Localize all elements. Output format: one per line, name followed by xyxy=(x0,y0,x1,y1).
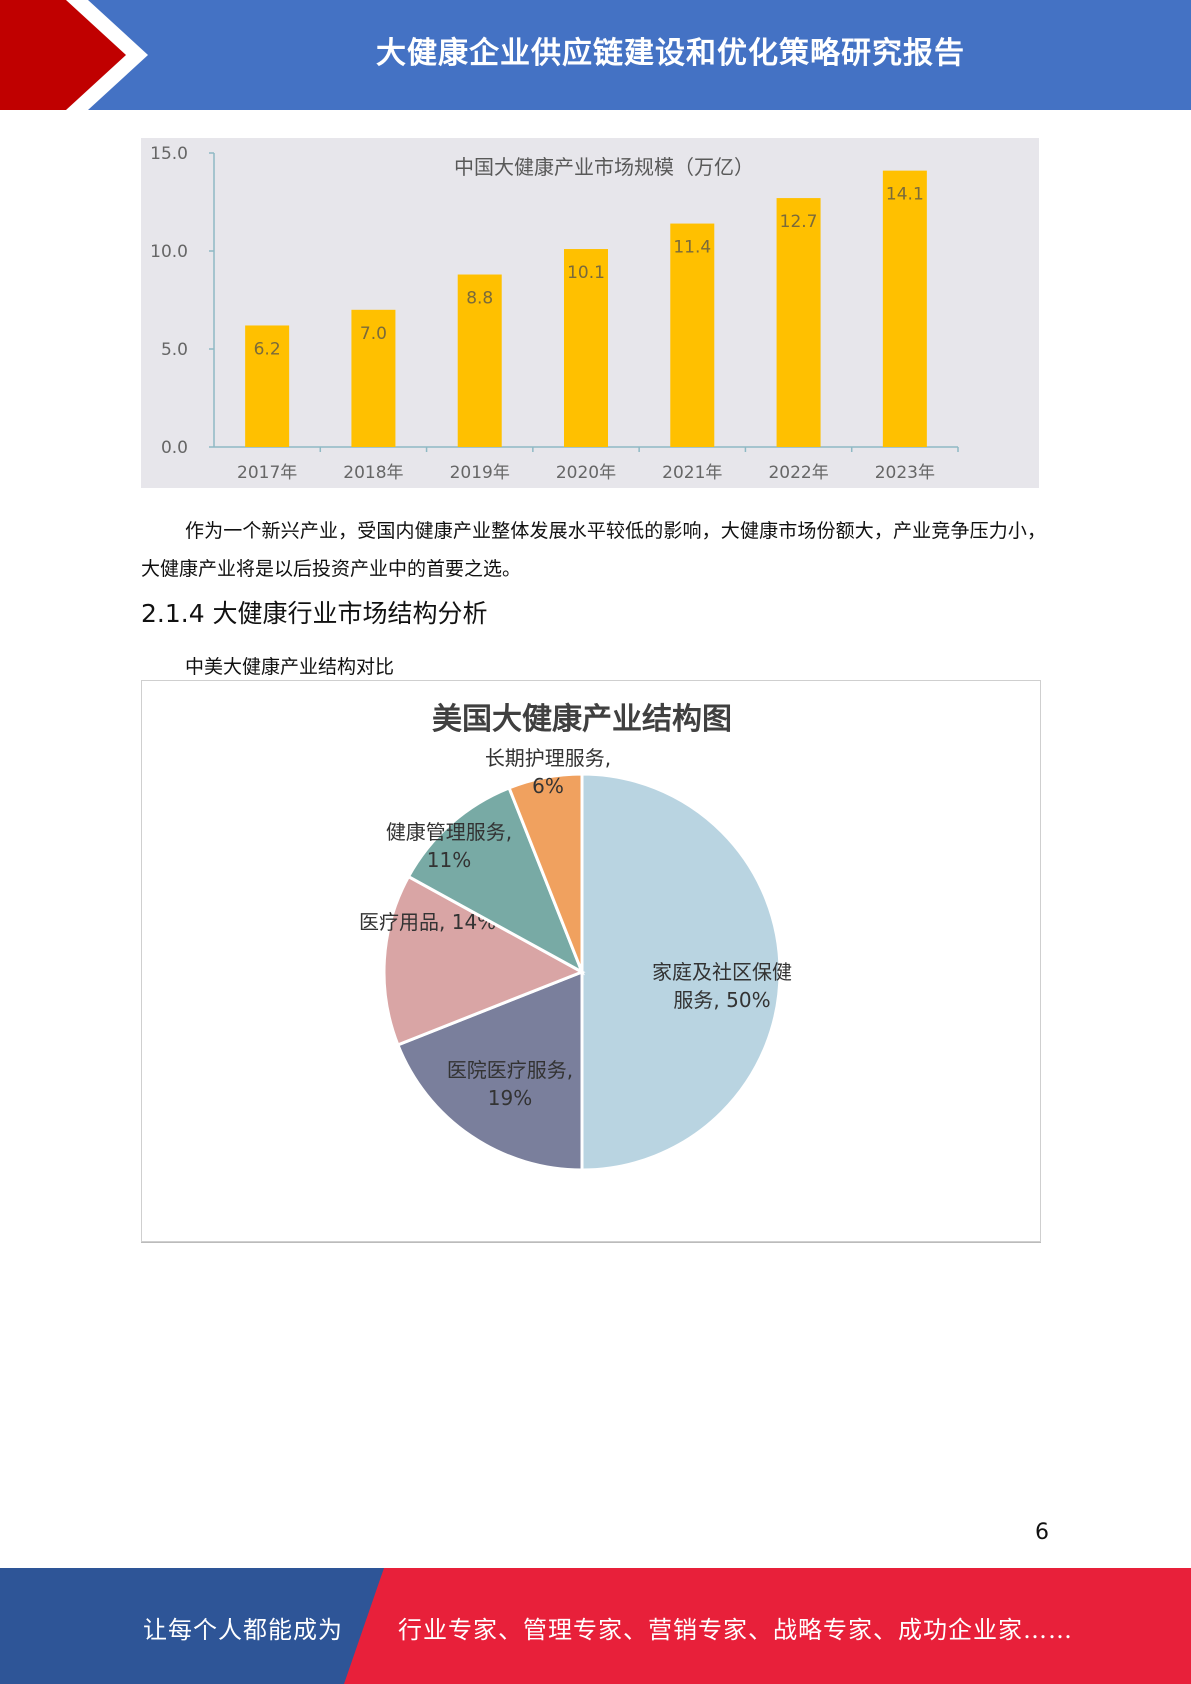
bar-2022年 xyxy=(776,198,821,447)
footer-background xyxy=(0,1568,1191,1684)
y-tick-label: 5.0 xyxy=(161,340,188,360)
x-tick-label: 2021年 xyxy=(662,463,722,483)
footer-slogan-left: 让每个人都能成为 xyxy=(143,1616,343,1644)
page-footer: 让每个人都能成为 行业专家、管理专家、营销专家、战略专家、成功企业家…… xyxy=(0,1568,1191,1684)
bar-value-label: 7.0 xyxy=(360,324,387,344)
bar-2023年 xyxy=(882,170,927,447)
page-number: 6 xyxy=(1035,1520,1049,1545)
bar-2019年 xyxy=(457,274,502,447)
bar-value-label: 14.1 xyxy=(886,185,924,205)
y-tick-label: 15.0 xyxy=(150,144,188,164)
x-tick-label: 2020年 xyxy=(556,463,616,483)
bar-2021年 xyxy=(670,223,715,447)
pie-label-健康管理服务: 健康管理服务, 11% xyxy=(386,820,512,872)
pie-label-家庭及社区保健服务: 家庭及社区保健服务, 50% xyxy=(652,960,792,1012)
bar-2017年 xyxy=(245,325,290,447)
page-header: 大健康企业供应链建设和优化策略研究报告 xyxy=(0,0,1191,110)
y-tick-label: 10.0 xyxy=(150,242,188,262)
bar-chart-svg: 0.0 5.0 10.0 15.0 中国大健康产业市场规模（万亿） 6.2 2017年 7.0… xyxy=(150,144,959,483)
pie-slice-医院医疗服务 xyxy=(395,969,584,1172)
bar-value-label: 12.7 xyxy=(780,212,818,232)
market-size-bar-chart: 0.0 5.0 10.0 15.0 中国大健康产业市场规模（万亿） 6.2 2017年 7.0… xyxy=(141,138,1039,488)
bar-2020年 xyxy=(564,249,608,447)
header-title: 大健康企业供应链建设和优化策略研究报告 xyxy=(376,36,965,71)
pie-slice-长期护理服务 xyxy=(507,772,584,973)
y-tick-label: 0.0 xyxy=(161,438,188,458)
bar-chart-title: 中国大健康产业市场规模（万亿） xyxy=(454,155,754,179)
x-tick-label: 2022年 xyxy=(768,463,828,483)
pie-label-医院医疗服务: 医院医疗服务, 19% xyxy=(447,1058,573,1110)
pie-slice-健康管理服务 xyxy=(406,785,585,976)
x-tick-label: 2023年 xyxy=(875,463,935,483)
figure-caption: 中美大健康产业结构对比 xyxy=(185,656,395,678)
structure-pie-chart: 美国大健康产业结构图家庭及社区保健服务, 50% 医院医疗服务, 19% 医疗用品, … xyxy=(141,680,1041,1242)
bar-2018年 xyxy=(351,309,396,447)
x-tick-label: 2018年 xyxy=(343,463,403,483)
bar-value-label: 11.4 xyxy=(673,238,711,258)
bar-value-label: 10.1 xyxy=(567,263,605,283)
header-chevron-icon xyxy=(0,0,148,110)
x-tick-label: 2019年 xyxy=(450,463,510,483)
x-tick-label: 2017年 xyxy=(237,463,297,483)
bar-value-label: 6.2 xyxy=(254,339,281,359)
pie-slice-医疗用品 xyxy=(382,874,586,1047)
body-paragraph: 作为一个新兴产业，受国内健康产业整体发展水平较低的影响，大健康市场份额大，产业竞… xyxy=(141,520,1046,580)
pie-chart-title: 美国大健康产业结构图 xyxy=(432,702,732,737)
pie-label-医疗用品: 医疗用品, 14% xyxy=(359,910,496,934)
pie-label-长期护理服务: 长期护理服务, 6% xyxy=(485,746,611,798)
pie-slice-家庭及社区保健服务 xyxy=(580,772,782,1172)
footer-slogan-right: 行业专家、管理专家、营销专家、战略专家、成功企业家…… xyxy=(398,1616,1073,1644)
bar-value-label: 8.8 xyxy=(466,289,493,309)
section-heading: 2.1.4 大健康行业市场结构分析 xyxy=(141,599,488,628)
